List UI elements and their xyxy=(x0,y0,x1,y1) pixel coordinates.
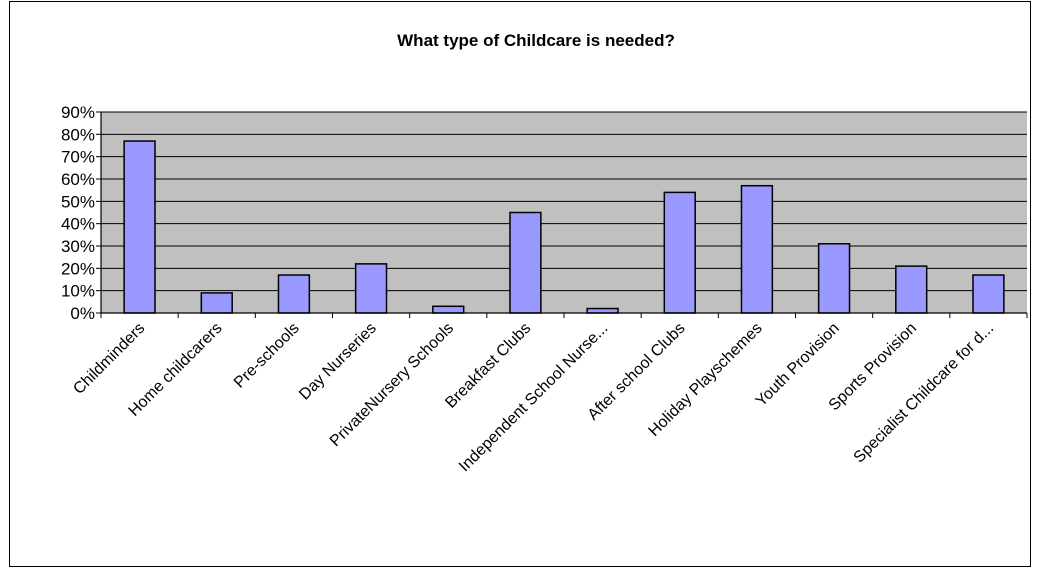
chart-frame: What type of Childcare is needed? 0% 10% 2… xyxy=(9,1,1031,567)
x-tick-label: Specialist Childcare for d... xyxy=(851,320,998,467)
x-tick-label: Pre-schools xyxy=(231,320,303,392)
y-tick-label: 70% xyxy=(61,148,95,167)
y-axis-ticks: 0% 10% 20% 30% 40% 50% 60% 70% 80% 90% xyxy=(61,103,101,323)
bar xyxy=(663,191,696,314)
x-tick-label: Independent School Nurse... xyxy=(456,320,611,475)
y-tick-label: 10% xyxy=(61,282,95,301)
y-tick-label: 60% xyxy=(61,170,95,189)
bar-chart: What type of Childcare is needed? 0% 10% 2… xyxy=(61,31,1028,475)
bar xyxy=(817,243,851,314)
gridlines xyxy=(101,111,1027,292)
x-tick-label: Childminders xyxy=(70,320,148,398)
bar xyxy=(509,211,542,314)
bars xyxy=(123,140,1005,314)
bar xyxy=(123,140,156,314)
bar xyxy=(740,184,774,314)
bar xyxy=(432,305,465,314)
x-tick-label: Youth Provision xyxy=(753,320,843,410)
plot-background xyxy=(101,112,1027,313)
x-tick-label: PrivateNursery Schools xyxy=(327,320,457,450)
bar xyxy=(895,265,928,314)
plot-area xyxy=(101,112,1027,313)
y-tick-label: 20% xyxy=(61,259,95,278)
bar xyxy=(277,274,311,314)
y-tick-label: 30% xyxy=(61,237,95,256)
bar xyxy=(586,307,619,314)
y-tick-label: 0% xyxy=(70,304,95,323)
bar xyxy=(354,263,388,314)
bar xyxy=(200,292,233,314)
x-tick-label: Day Nurseries xyxy=(296,320,380,404)
y-tick-label: 50% xyxy=(61,192,95,211)
y-tick-label: 80% xyxy=(61,125,95,144)
bar xyxy=(972,274,1005,314)
y-tick-label: 40% xyxy=(61,215,95,234)
y-tick-label: 90% xyxy=(61,103,95,122)
chart-title: What type of Childcare is needed? xyxy=(397,31,675,50)
